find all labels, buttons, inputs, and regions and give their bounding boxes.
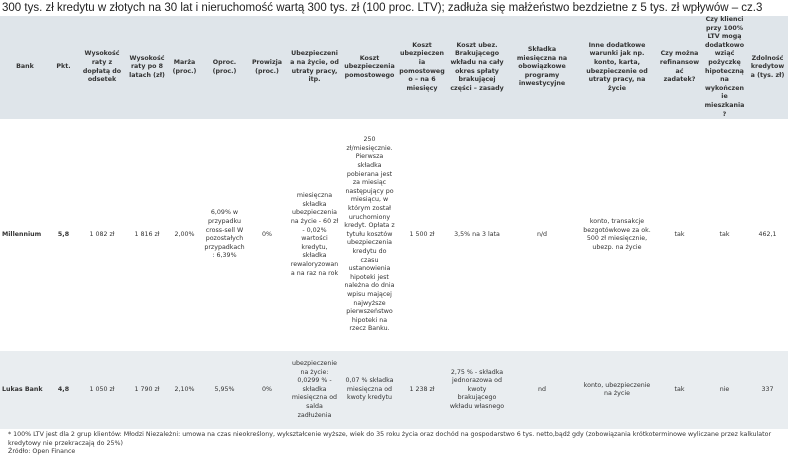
table-cell: 337 bbox=[747, 351, 788, 430]
table-cell: 250 zł/miesięcznie. Pierwsza składka pob… bbox=[342, 119, 397, 352]
source: Źródło: Open Finance bbox=[8, 447, 76, 455]
table-cell: 1 790 zł bbox=[127, 351, 167, 430]
column-header: Wysokość raty po 8 latach (zł) bbox=[127, 16, 167, 120]
column-header: Składka miesięczna na obowiązkowe progra… bbox=[507, 16, 577, 120]
table-cell: miesięczna składka ubezpieczenia na życi… bbox=[287, 119, 342, 352]
column-header: Prowizja (proc.) bbox=[247, 16, 287, 120]
table-cell: 1 238 zł bbox=[397, 351, 447, 430]
header-row: Bank Pkt. Wysokość raty z dopłatą do odset… bbox=[0, 16, 788, 120]
table-cell: n/d bbox=[507, 119, 577, 352]
table-row: Millennium 5,8 1 082 zł 1 816 zł 2,00% 6,09% … bbox=[0, 119, 788, 352]
table-cell: 5,8 bbox=[50, 119, 77, 352]
column-header: Koszt ubezpieczenia pomostowego bbox=[342, 16, 397, 120]
table-cell: 2,75 % - składka jednorazowa od kwoty br… bbox=[447, 351, 507, 430]
footnotes: * 100% LTV jest dla 2 grup klientów: Mło… bbox=[0, 429, 788, 456]
table-cell: nd bbox=[507, 351, 577, 430]
column-header: Bank bbox=[0, 16, 50, 120]
table-cell: 1 050 zł bbox=[77, 351, 127, 430]
column-header: Wysokość raty z dopłatą do odsetek bbox=[77, 16, 127, 120]
column-header: Koszt ubezpieczenia pomostowego – na 6 m… bbox=[397, 16, 447, 120]
table-cell: 1 082 zł bbox=[77, 119, 127, 352]
bank-name: Lukas Bank bbox=[0, 351, 50, 430]
footnote: * 100% LTV jest dla 2 grup klientów: Mło… bbox=[8, 431, 772, 447]
column-header: Marża (proc.) bbox=[167, 16, 202, 120]
table-cell: 4,8 bbox=[50, 351, 77, 430]
table-cell: 0,07 % składka miesięczna od kwoty kredy… bbox=[342, 351, 397, 430]
bank-name: Millennium bbox=[0, 119, 50, 352]
table-cell: 5,95% bbox=[202, 351, 247, 430]
column-header: Czy można refinansować zadatek? bbox=[657, 16, 702, 120]
column-header: Koszt ubez. Brakującego wkładu na cały o… bbox=[447, 16, 507, 120]
table-cell: 0% bbox=[247, 351, 287, 430]
column-header: Zdolność kredytowa (tys. zł) bbox=[747, 16, 788, 120]
table-cell: 2,10% bbox=[167, 351, 202, 430]
column-header: Inne dodatkowe warunki jak np. konto, ka… bbox=[577, 16, 657, 120]
column-header: Ubezpieczenia na życie, od utraty pracy,… bbox=[287, 16, 342, 120]
table-cell: 6,09% w przypadku cross-sell W pozostały… bbox=[202, 119, 247, 352]
table-cell: ubezpieczenie na życie: 0,0299 % - skład… bbox=[287, 351, 342, 430]
table-cell: 1 816 zł bbox=[127, 119, 167, 352]
table-row: Lukas Bank 4,8 1 050 zł 1 790 zł 2,10% 5,95% 0… bbox=[0, 351, 788, 430]
table-cell: 2,00% bbox=[167, 119, 202, 352]
column-header: Pkt. bbox=[50, 16, 77, 120]
title: 300 tys. zł kredytu w złotych na 30 lat … bbox=[2, 2, 763, 14]
column-header: Czy klienci przy 100% LTV mogą dodatkowo… bbox=[702, 16, 747, 120]
table-cell: nie bbox=[702, 351, 747, 430]
table-cell: tak bbox=[657, 351, 702, 430]
table-cell: 0% bbox=[247, 119, 287, 352]
table-cell: 462,1 bbox=[747, 119, 788, 352]
table-cell: tak bbox=[702, 119, 747, 352]
table-cell: tak bbox=[657, 119, 702, 352]
column-header: Oproc. (proc.) bbox=[202, 16, 247, 120]
comparison-table: Bank Pkt. Wysokość raty z dopłatą do odset… bbox=[0, 16, 788, 430]
table-cell: konto, ubezpieczenie na życie bbox=[577, 351, 657, 430]
table-cell: 3,5% na 3 lata bbox=[447, 119, 507, 352]
table-cell: 1 500 zł bbox=[397, 119, 447, 352]
table-cell: konto, transakcje bezgotówkowe za ok. 50… bbox=[577, 119, 657, 352]
